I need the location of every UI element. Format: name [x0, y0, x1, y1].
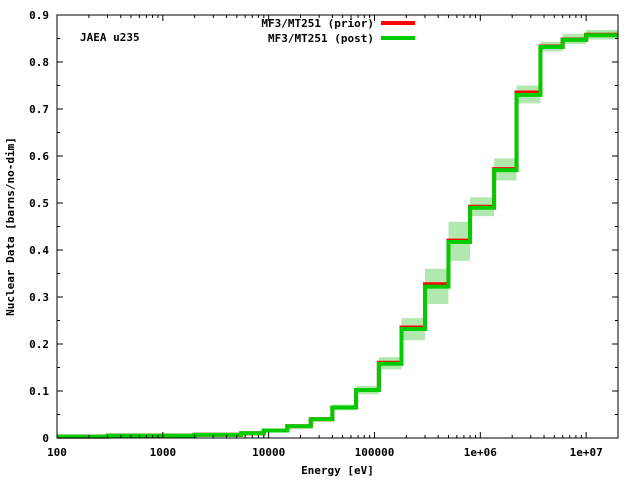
dataset-annotation: JAEA u235: [80, 31, 140, 44]
legend-label-post: MF3/MT251 (post): [268, 32, 374, 45]
axis-tick-labels: 0 0.1 0.2 0.3 0.4 0.5 0.6 0.7 0.8 0.9 100 1000 10000…: [29, 9, 603, 459]
plot-frame: [56, 14, 619, 439]
y-tick-label-8: 0.8: [29, 56, 49, 69]
y-tick-label-9: 0.9: [29, 9, 49, 22]
x-tick-label-1: 1000: [150, 446, 177, 459]
y-tick-label-5: 0.5: [29, 197, 49, 210]
series-lines: [57, 32, 618, 439]
y-tick-label-7: 0.7: [29, 103, 49, 116]
legend: MF3/MT251 (prior) MF3/MT251 (post): [261, 17, 415, 45]
y-tick-label-0: 0: [42, 432, 49, 445]
x-tick-label-2: 10000: [252, 446, 285, 459]
x-tick-label-0: 100: [47, 446, 67, 459]
y-tick-label-1: 0.1: [29, 385, 49, 398]
legend-label-prior: MF3/MT251 (prior): [261, 17, 374, 30]
y-tick-label-2: 0.2: [29, 338, 49, 351]
y-axis-label: Nuclear Data [barns/no-dim]: [4, 137, 17, 316]
x-tick-label-4: 1e+06: [464, 446, 497, 459]
x-tick-label-5: 1e+07: [570, 446, 603, 459]
series-line-1: [57, 33, 618, 439]
y-tick-label-6: 0.6: [29, 150, 49, 163]
y-tick-label-3: 0.3: [29, 291, 49, 304]
x-tick-label-3: 100000: [355, 446, 395, 459]
axis-ticks: [56, 14, 618, 439]
y-tick-label-4: 0.4: [29, 244, 49, 257]
x-axis-label: Energy [eV]: [301, 464, 374, 477]
